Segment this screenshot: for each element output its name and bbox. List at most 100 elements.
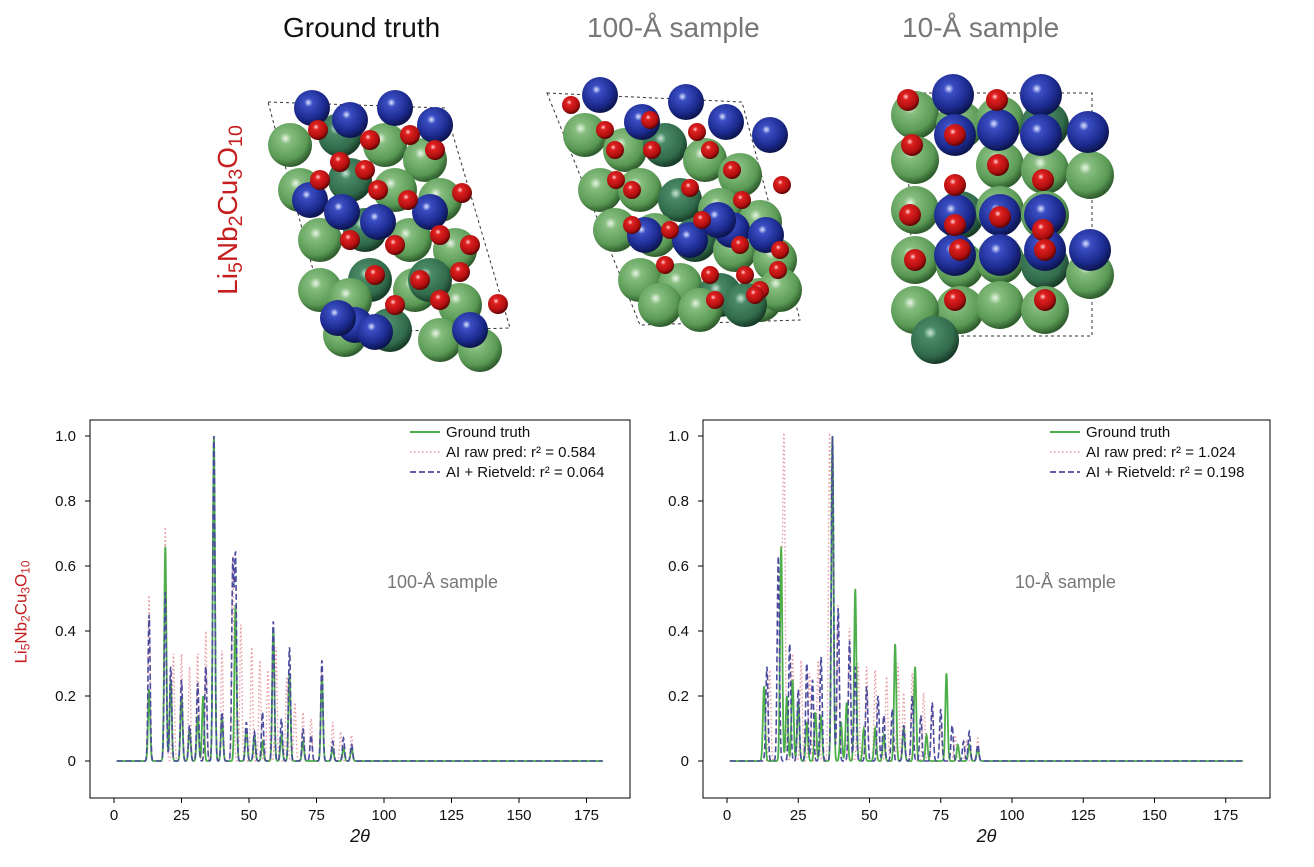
xrd-chart-100a: 0 25 50 75 100 125 150 175 0 0.2 0.4 0.6 0.8 1.0 2θ Gro… <box>55 419 631 846</box>
x-tick-label: 25 <box>173 807 190 824</box>
niobium-sphere-blue <box>979 234 1021 276</box>
copper-sphere-green <box>563 113 607 157</box>
oxygen-sphere-red <box>944 124 966 146</box>
x-tick-label: 25 <box>790 807 807 824</box>
oxygen-sphere-red <box>731 236 749 254</box>
xrd-chart-10a: 0 25 50 75 100 125 150 175 0 0.2 0.4 0.6 0.8 1.0 2θ Gro… <box>668 419 1271 846</box>
legend-label: AI raw pred: r² = 1.024 <box>1086 444 1236 461</box>
y-tick-label: 0.2 <box>668 688 689 705</box>
niobium-sphere-blue <box>332 102 368 138</box>
series-line-solid <box>729 435 1243 762</box>
oxygen-sphere-red <box>410 270 430 290</box>
legend-label: Ground truth <box>1086 424 1170 441</box>
legend-label: AI + Rietveld: r² = 0.064 <box>446 464 604 481</box>
oxygen-sphere-red <box>452 183 472 203</box>
oxygen-sphere-red <box>773 176 791 194</box>
oxygen-sphere-red <box>425 140 445 160</box>
oxygen-sphere-red <box>368 180 388 200</box>
oxygen-sphere-red <box>1034 239 1056 261</box>
structure-title-ground-truth: Ground truth <box>283 12 441 43</box>
oxygen-sphere-red <box>986 89 1008 111</box>
oxygen-sphere-red <box>944 214 966 236</box>
x-tick-label: 150 <box>1142 807 1167 824</box>
x-tick-label: 150 <box>506 807 531 824</box>
oxygen-sphere-red <box>385 235 405 255</box>
copper-sphere-green <box>603 128 647 172</box>
x-tick-label: 0 <box>110 807 118 824</box>
oxygen-sphere-red <box>733 191 751 209</box>
niobium-sphere-blue <box>668 84 704 120</box>
oxygen-sphere-red <box>355 160 375 180</box>
series-line-solid <box>116 435 603 762</box>
y-tick-label: 0.6 <box>55 558 76 575</box>
x-tick-label: 50 <box>861 807 878 824</box>
structure-title-100a: 100-Å sample <box>587 12 760 43</box>
x-tick-label: 125 <box>1071 807 1096 824</box>
niobium-sphere-blue <box>292 182 328 218</box>
crystal-structure-renders <box>267 74 1114 372</box>
oxygen-sphere-red <box>643 141 661 159</box>
oxygen-sphere-red <box>681 179 699 197</box>
oxygen-sphere-red <box>607 171 625 189</box>
niobium-sphere-blue <box>1067 111 1109 153</box>
x-axis-label: 2θ <box>976 826 997 846</box>
legend-label: AI + Rietveld: r² = 0.198 <box>1086 464 1244 481</box>
oxygen-sphere-red <box>308 120 328 140</box>
oxygen-sphere-red <box>656 256 674 274</box>
series-line-dotted <box>116 435 603 762</box>
oxygen-sphere-red <box>623 216 641 234</box>
y-tick-label: 0.6 <box>668 558 689 575</box>
y-tick-label: 0.8 <box>55 493 76 510</box>
x-tick-label: 0 <box>723 807 731 824</box>
structure-10a <box>891 74 1114 364</box>
unit-cell-outline <box>546 92 801 326</box>
niobium-sphere-blue <box>977 109 1019 151</box>
oxygen-sphere-red <box>771 241 789 259</box>
niobium-sphere-blue <box>320 300 356 336</box>
x-tick-label: 100 <box>999 807 1024 824</box>
x-axis-label: 2θ <box>349 826 370 846</box>
niobium-sphere-blue <box>672 222 708 258</box>
niobium-sphere-blue <box>932 74 974 116</box>
plot-frame <box>702 419 1271 799</box>
niobium-sphere-blue <box>417 107 453 143</box>
copper-sphere-green <box>976 281 1024 329</box>
x-tick-label: 125 <box>439 807 464 824</box>
series-line-dashed <box>116 435 603 762</box>
copper-sphere-green <box>911 316 959 364</box>
x-tick-label: 175 <box>1213 807 1238 824</box>
copper-sphere-green <box>268 123 312 167</box>
copper-sphere-green <box>1066 151 1114 199</box>
copper-sphere-green <box>418 318 462 362</box>
oxygen-sphere-red <box>904 249 926 271</box>
sample-annotation: 10-Å sample <box>1015 572 1116 592</box>
oxygen-sphere-red <box>623 181 641 199</box>
niobium-sphere-blue <box>1020 114 1062 156</box>
structure-ground-truth <box>267 90 511 372</box>
oxygen-sphere-red <box>310 170 330 190</box>
oxygen-sphere-red <box>944 174 966 196</box>
oxygen-sphere-red <box>606 141 624 159</box>
copper-sphere-green <box>638 283 682 327</box>
oxygen-sphere-red <box>398 190 418 210</box>
oxygen-sphere-red <box>641 111 659 129</box>
oxygen-sphere-red <box>430 290 450 310</box>
copper-sphere-green <box>298 218 342 262</box>
oxygen-sphere-red <box>596 121 614 139</box>
niobium-sphere-blue <box>708 104 744 140</box>
oxygen-sphere-red <box>901 134 923 156</box>
niobium-sphere-blue <box>294 90 330 126</box>
oxygen-sphere-red <box>488 294 508 314</box>
structure-100a <box>546 77 802 332</box>
oxygen-sphere-red <box>944 289 966 311</box>
oxygen-sphere-red <box>949 239 971 261</box>
oxygen-sphere-red <box>706 291 724 309</box>
niobium-sphere-blue <box>360 204 396 240</box>
plot-frame <box>89 419 631 799</box>
oxygen-sphere-red <box>723 161 741 179</box>
oxygen-sphere-red <box>330 152 350 172</box>
niobium-sphere-blue <box>324 194 360 230</box>
oxygen-sphere-red <box>562 96 580 114</box>
oxygen-sphere-red <box>897 89 919 111</box>
oxygen-sphere-red <box>385 295 405 315</box>
